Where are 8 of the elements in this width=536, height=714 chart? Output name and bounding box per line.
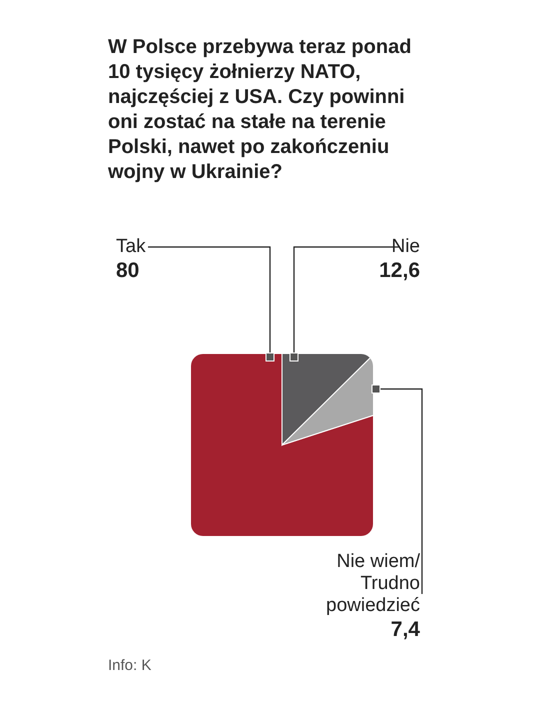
data-label: 80 xyxy=(116,259,140,282)
slice-label: Nie xyxy=(391,236,420,257)
data-label: 7,4 xyxy=(390,618,420,641)
data-label: 12,6 xyxy=(379,259,420,282)
slice-label: Tak xyxy=(116,236,146,257)
chart-title: W Polsce przebywa teraz ponad 10 tysięcy żołnierzy NATO, najczęściej z USA. Czy powinni oni zostać na stałe na terenie Polski, nawet po zakończeniu wojny w Ukrainie? xyxy=(107,36,412,183)
slice-label: Nie wiem/ Trudno powiedzieć xyxy=(326,551,421,616)
text: Info: K xyxy=(108,657,152,674)
